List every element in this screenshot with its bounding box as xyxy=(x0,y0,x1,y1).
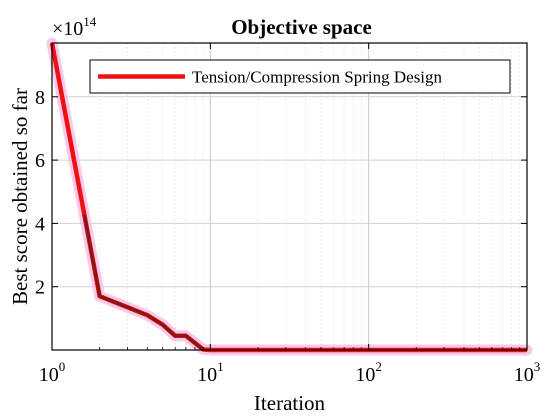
y-tick-label: 4 xyxy=(35,213,45,235)
legend-label: Tension/Compression Spring Design xyxy=(192,68,443,87)
x-tick-label-exponent: 1 xyxy=(217,359,224,374)
x-tick-label-base: 10 xyxy=(197,364,217,386)
x-tick-label: 100 xyxy=(39,359,66,386)
x-tick-label-base: 10 xyxy=(355,364,375,386)
x-tick-label: 101 xyxy=(197,359,224,386)
x-tick-label-exponent: 3 xyxy=(534,359,541,374)
x-tick-label-base: 10 xyxy=(514,364,534,386)
x-tick-label-base: 10 xyxy=(39,364,59,386)
legend: Tension/Compression Spring Design xyxy=(89,59,511,94)
y-tick-label: 8 xyxy=(35,87,45,109)
chart-title: Objective space xyxy=(231,15,372,39)
x-axis-label: Iteration xyxy=(254,391,326,415)
x-tick-label-exponent: 0 xyxy=(59,359,66,374)
plot-frame xyxy=(51,42,528,351)
labels: Objective space Iteration Best score obt… xyxy=(8,14,372,415)
series-line-shadow xyxy=(82,214,205,351)
y-tick-label: 6 xyxy=(35,150,45,172)
x-tick-label-exponent: 2 xyxy=(375,359,382,374)
y-tick-label: 2 xyxy=(35,277,45,299)
y-axis-multiplier-exponent: 14 xyxy=(83,14,97,29)
grid xyxy=(52,43,527,350)
x-tick-label: 102 xyxy=(355,359,382,386)
y-axis-multiplier: ×1014 xyxy=(52,14,97,40)
x-tick-label: 103 xyxy=(514,359,541,386)
y-axis-multiplier-base: ×10 xyxy=(52,18,83,40)
y-axis-label: Best score obtained so far xyxy=(8,88,32,305)
